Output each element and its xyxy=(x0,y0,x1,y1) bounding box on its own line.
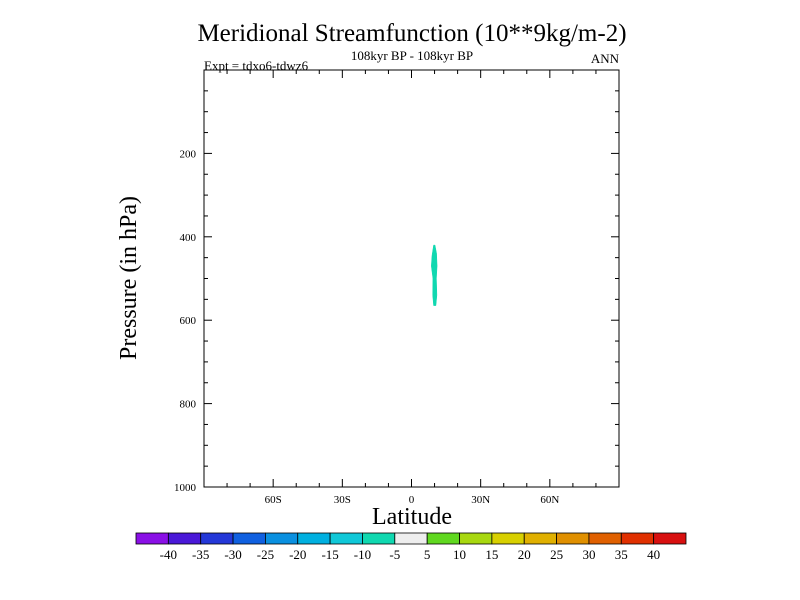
colorbar-label: 20 xyxy=(518,547,531,562)
x-axis: 60S 30S 0 30N 60N xyxy=(226,70,597,506)
colorbar-swatch xyxy=(556,532,590,545)
colorbar-swatch xyxy=(362,532,396,545)
colorbar-swatch xyxy=(167,532,202,545)
colorbar-label: -15 xyxy=(321,547,338,562)
y-axis: 200 400 600 800 1000 xyxy=(174,90,619,494)
colorbar-swatch xyxy=(200,532,234,545)
colorbar-swatch xyxy=(523,532,557,545)
y-tick-label: 600 xyxy=(180,315,197,327)
y-tick-label: 400 xyxy=(180,232,197,244)
y-axis-label: Pressure (in hPa) xyxy=(116,196,142,360)
colorbar-label: 30 xyxy=(582,547,595,562)
colorbar-label: 15 xyxy=(485,547,498,562)
colorbar-swatch xyxy=(620,532,655,545)
x-tick-label: 60S xyxy=(265,494,282,506)
colorbar-swatch xyxy=(135,532,169,545)
colorbar-label: -25 xyxy=(257,547,274,562)
colorbar-swatch xyxy=(394,532,428,545)
season-label: ANN xyxy=(591,51,620,66)
colorbar-label: 5 xyxy=(424,547,431,562)
colorbar-label: 40 xyxy=(647,547,660,562)
colorbar-swatch xyxy=(426,532,460,545)
y-tick-label: 1000 xyxy=(174,482,197,494)
colorbar-swatch xyxy=(588,532,622,545)
x-tick-label: 0 xyxy=(409,494,415,506)
colorbar: -40 -35 -30 -25 -20 -15 -10 -5 5 10 15 20 25 30 35 40 xyxy=(135,532,687,562)
colorbar-label: -40 xyxy=(160,547,177,562)
colorbar-label: 10 xyxy=(453,547,466,562)
plot-frame xyxy=(203,69,620,488)
colorbar-label: -35 xyxy=(192,547,209,562)
colorbar-label: -5 xyxy=(389,547,400,562)
colorbar-swatch xyxy=(459,532,493,545)
colorbar-swatch xyxy=(265,532,299,545)
y-tick-label: 800 xyxy=(180,399,197,411)
plot-features xyxy=(431,244,438,306)
colorbar-label: 35 xyxy=(615,547,628,562)
experiment-label: Expt = tdxo6-tdwz6 xyxy=(204,58,309,73)
x-tick-label: 60N xyxy=(540,494,559,506)
colorbar-label: -30 xyxy=(224,547,241,562)
x-axis-label: Latitude xyxy=(372,504,452,530)
colorbar-label: -20 xyxy=(289,547,306,562)
colorbar-swatch xyxy=(232,532,266,545)
chart-subtitle: 108kyr BP - 108kyr BP xyxy=(351,48,473,63)
chart-title: Meridional Streamfunction (10**9kg/m-2) xyxy=(197,20,626,47)
colorbar-swatch xyxy=(329,532,363,545)
y-tick-label: 200 xyxy=(180,148,197,160)
colorbar-swatch xyxy=(491,532,525,545)
colorbar-swatch xyxy=(653,532,687,545)
x-tick-label: 30S xyxy=(334,494,351,506)
x-tick-label: 30N xyxy=(471,494,490,506)
colorbar-label: 25 xyxy=(550,547,563,562)
contour-region-0 xyxy=(431,244,438,306)
colorbar-label: -10 xyxy=(354,547,371,562)
colorbar-swatch xyxy=(297,532,331,545)
